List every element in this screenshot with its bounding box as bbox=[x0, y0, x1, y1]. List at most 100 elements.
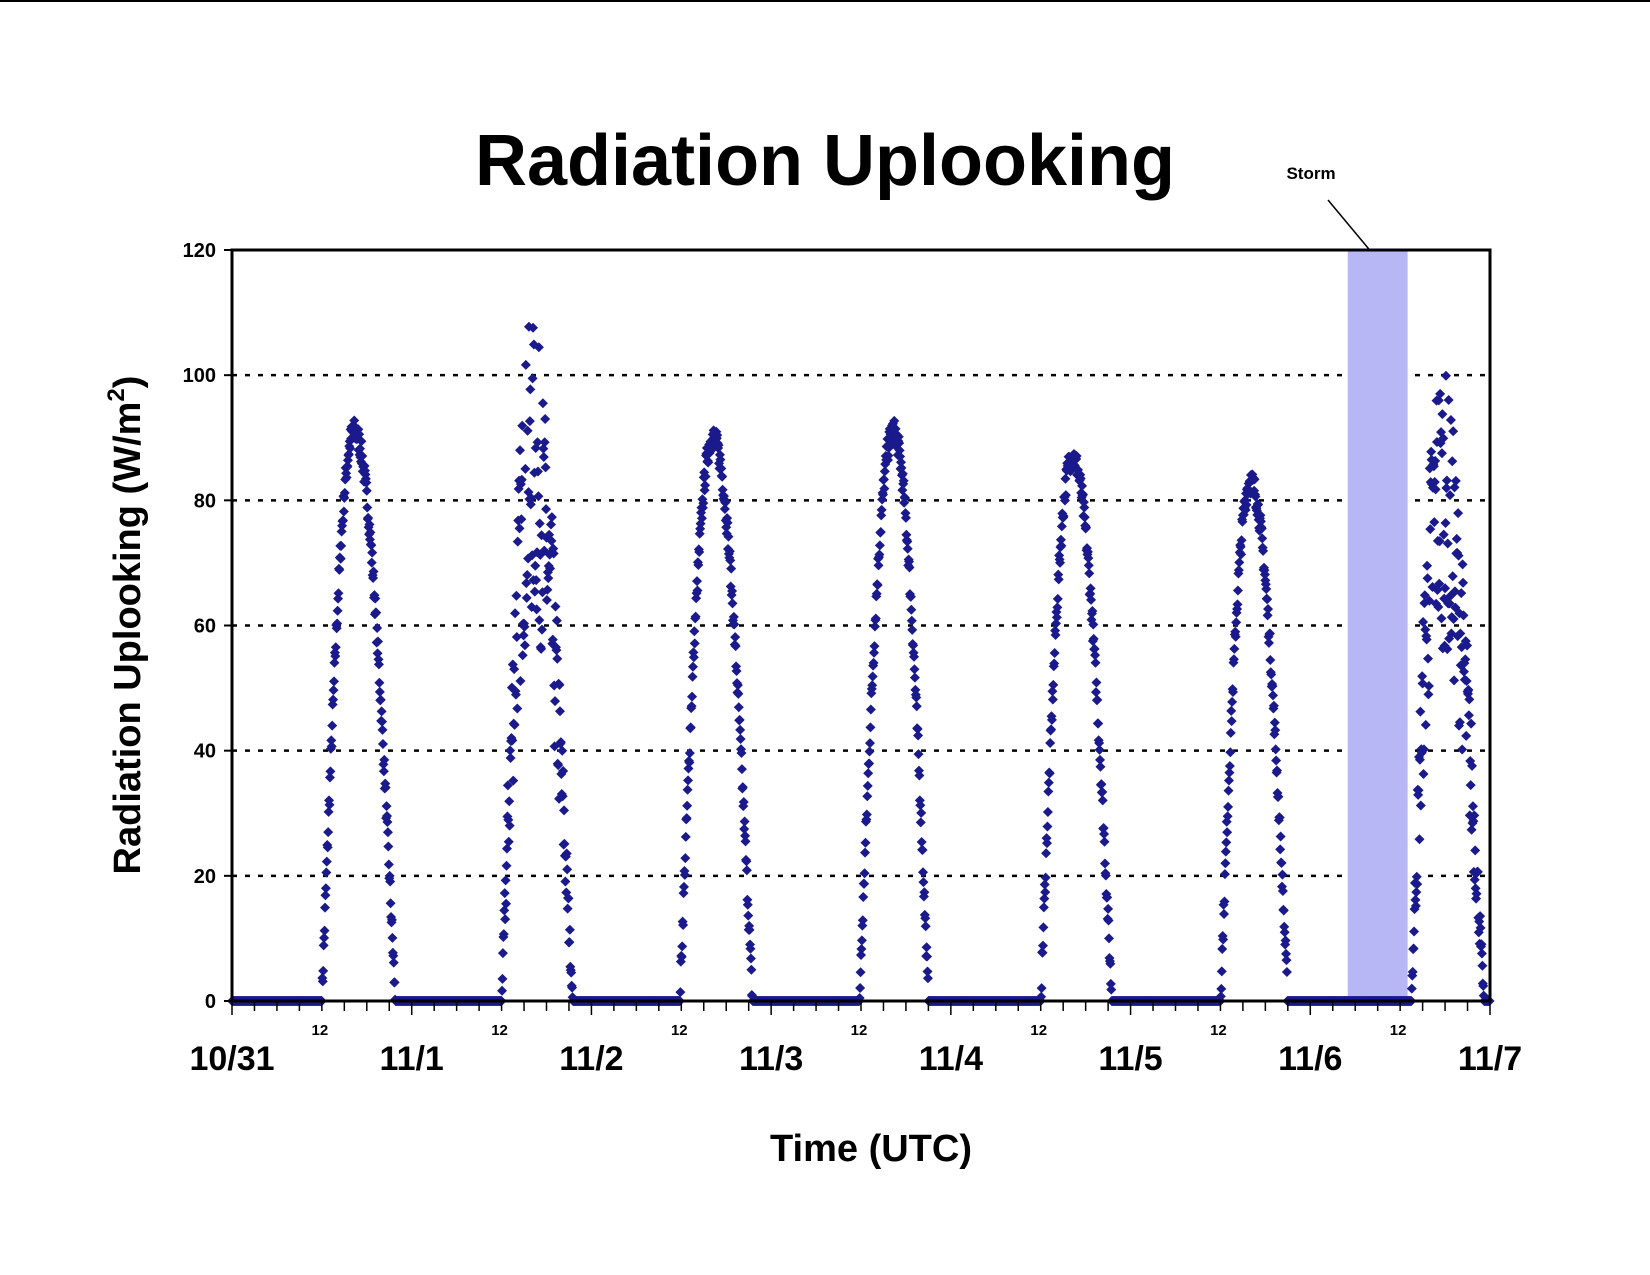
data-point bbox=[505, 745, 516, 756]
data-point bbox=[339, 487, 350, 498]
data-point bbox=[328, 685, 339, 696]
data-point bbox=[376, 706, 387, 717]
data-point bbox=[1261, 584, 1272, 595]
data-point bbox=[1106, 984, 1117, 995]
data-point bbox=[918, 867, 929, 878]
x-date-label: 11/7 bbox=[1458, 1040, 1522, 1078]
data-point bbox=[320, 890, 331, 901]
data-point bbox=[373, 659, 384, 670]
data-point bbox=[1442, 538, 1453, 549]
data-point bbox=[1071, 451, 1082, 462]
data-point bbox=[323, 806, 334, 817]
data-point bbox=[551, 615, 562, 626]
data-point bbox=[345, 443, 356, 454]
data-points bbox=[227, 321, 1495, 1006]
data-point bbox=[1279, 927, 1290, 938]
data-point bbox=[917, 845, 928, 856]
data-point bbox=[542, 584, 553, 595]
data-point bbox=[861, 809, 872, 820]
data-point bbox=[564, 937, 575, 948]
data-point bbox=[1435, 388, 1446, 399]
data-point bbox=[333, 588, 344, 599]
data-point bbox=[855, 982, 866, 993]
data-point bbox=[727, 585, 738, 596]
data-point bbox=[321, 867, 332, 878]
x-date-label: 11/4 bbox=[919, 1040, 983, 1078]
data-point bbox=[1421, 634, 1432, 645]
data-point bbox=[324, 799, 335, 810]
data-point bbox=[1047, 694, 1058, 705]
data-point bbox=[1042, 807, 1053, 818]
data-point bbox=[1255, 510, 1266, 521]
data-point bbox=[532, 466, 543, 477]
data-point bbox=[1463, 684, 1474, 695]
data-point bbox=[921, 942, 932, 953]
data-point bbox=[907, 624, 918, 635]
data-point bbox=[546, 535, 557, 546]
data-point bbox=[689, 626, 700, 637]
data-point bbox=[680, 831, 691, 842]
data-point bbox=[320, 902, 331, 913]
data-point bbox=[1050, 618, 1061, 629]
data-point bbox=[1407, 966, 1418, 977]
data-point bbox=[327, 720, 338, 731]
data-point bbox=[858, 892, 869, 903]
data-point bbox=[382, 810, 393, 821]
data-point bbox=[541, 504, 552, 515]
data-point bbox=[515, 675, 526, 686]
data-point bbox=[326, 741, 337, 752]
data-point bbox=[862, 780, 873, 791]
data-point bbox=[726, 563, 737, 574]
data-point bbox=[525, 499, 536, 510]
data-point bbox=[1231, 617, 1242, 628]
data-point bbox=[337, 515, 348, 526]
data-point bbox=[557, 791, 568, 802]
data-point bbox=[1077, 480, 1088, 491]
data-point bbox=[1440, 583, 1451, 594]
data-point bbox=[1081, 522, 1092, 533]
data-point bbox=[1052, 602, 1063, 613]
data-point bbox=[322, 842, 333, 853]
data-point bbox=[1434, 578, 1445, 589]
data-point bbox=[1104, 933, 1115, 944]
data-point bbox=[1266, 669, 1277, 680]
data-point bbox=[501, 843, 512, 854]
data-point bbox=[318, 965, 329, 976]
data-point bbox=[522, 425, 533, 436]
data-point bbox=[559, 838, 570, 849]
data-point bbox=[1281, 955, 1292, 966]
data-point bbox=[871, 588, 882, 599]
data-point bbox=[355, 443, 366, 454]
data-point bbox=[1457, 559, 1468, 570]
data-point bbox=[920, 913, 931, 924]
x-axis: 10/31 12 11/1 12 11/2 12 11/3 12 11/4 12 11/5 12 11/… bbox=[189, 1001, 1522, 1078]
data-point bbox=[1442, 644, 1453, 655]
data-point bbox=[553, 760, 564, 771]
data-point bbox=[860, 837, 871, 848]
data-point bbox=[1219, 869, 1230, 880]
data-point bbox=[1040, 887, 1051, 898]
data-point bbox=[1458, 577, 1469, 588]
data-point bbox=[326, 735, 337, 746]
data-point bbox=[692, 585, 703, 596]
data-point bbox=[739, 824, 750, 835]
data-point bbox=[870, 613, 881, 624]
data-point bbox=[1217, 944, 1228, 955]
data-point bbox=[859, 878, 870, 889]
data-point bbox=[1050, 629, 1061, 640]
y-tick-label: 0 bbox=[205, 991, 216, 1013]
data-point bbox=[538, 443, 549, 454]
data-point bbox=[1447, 456, 1458, 467]
data-point bbox=[1056, 540, 1067, 551]
data-point bbox=[328, 676, 339, 687]
data-point bbox=[1467, 801, 1478, 812]
data-point bbox=[1043, 777, 1054, 788]
data-point bbox=[1457, 744, 1468, 755]
data-point bbox=[1280, 935, 1291, 946]
data-point bbox=[503, 814, 514, 825]
data-point bbox=[517, 420, 528, 431]
data-point bbox=[356, 436, 367, 447]
data-point bbox=[387, 932, 398, 943]
data-point bbox=[389, 977, 400, 988]
data-point bbox=[1441, 475, 1452, 486]
